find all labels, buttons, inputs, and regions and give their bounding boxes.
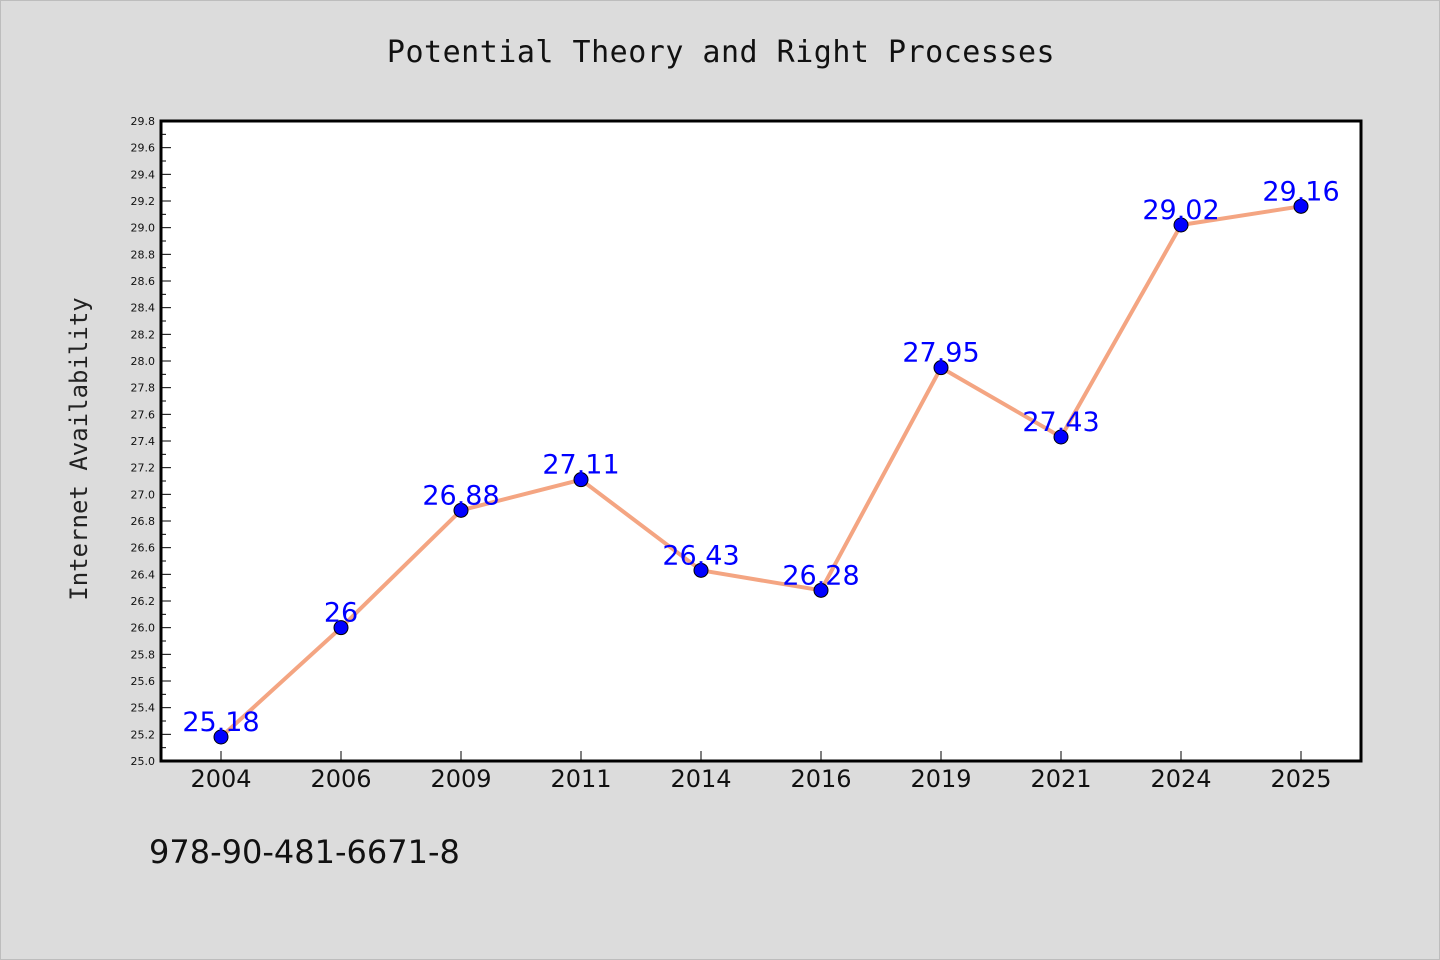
data-label: 27.11 [542, 450, 619, 481]
data-point [813, 582, 829, 598]
y-tick-label: 29.6 [131, 142, 156, 155]
x-tick-label: 2009 [430, 765, 491, 793]
x-tick-label: 2019 [910, 765, 971, 793]
data-label: 25.18 [182, 707, 259, 738]
data-point [933, 360, 949, 376]
y-tick-label: 27.8 [131, 382, 156, 395]
y-tick-label: 29.4 [131, 168, 156, 181]
y-tick-label: 28.8 [131, 248, 156, 261]
y-tick-label: 25.2 [131, 728, 156, 741]
y-tick-label: 25.8 [131, 648, 156, 661]
data-label: 26.28 [782, 560, 859, 591]
data-label: 26 [324, 598, 358, 629]
x-tick-label: 2004 [190, 765, 251, 793]
y-tick-label: 26.8 [131, 515, 156, 528]
y-tick-label: 28.2 [131, 328, 156, 341]
x-tick-label: 2024 [1150, 765, 1211, 793]
data-label: 29.02 [1142, 195, 1219, 226]
y-axis-label: Internet Availability [65, 297, 93, 600]
chart-title: Potential Theory and Right Processes [386, 35, 1056, 70]
y-tick-label: 29.8 [131, 115, 156, 128]
y-tick-label: 29.0 [131, 222, 156, 235]
data-label: 27.43 [1022, 407, 1099, 438]
y-tick-label: 28.4 [131, 302, 156, 315]
isbn-text: 978-90-481-6671-8 [149, 833, 460, 871]
y-tick-label: 27.6 [131, 408, 156, 421]
data-point [213, 729, 229, 745]
series-line [219, 204, 1302, 739]
x-tick-label: 2011 [550, 765, 611, 793]
data-label: 26.88 [422, 480, 499, 511]
x-tick-label: 2006 [310, 765, 371, 793]
data-label: 29.16 [1262, 176, 1339, 207]
y-tick-label: 25.4 [131, 702, 156, 715]
y-tick-label: 26.2 [131, 595, 156, 608]
data-point [573, 472, 589, 488]
y-tick-label: 28.0 [131, 355, 156, 368]
data-point [1053, 429, 1069, 445]
y-tick-label: 29.2 [131, 195, 156, 208]
data-point [453, 502, 469, 518]
plot-area [159, 119, 1363, 763]
y-tick-label: 27.4 [131, 435, 156, 448]
y-tick-label: 26.0 [131, 622, 156, 635]
x-tick-label: 2025 [1270, 765, 1331, 793]
y-tick-label: 25.6 [131, 675, 156, 688]
y-tick-label: 25.0 [131, 755, 156, 768]
y-tick-label: 27.0 [131, 488, 156, 501]
data-point [1293, 198, 1309, 214]
y-tick-label: 26.4 [131, 568, 156, 581]
data-label: 27.95 [902, 338, 979, 369]
x-tick-label: 2016 [790, 765, 851, 793]
x-tick-label: 2021 [1030, 765, 1091, 793]
x-tick-label: 2014 [670, 765, 731, 793]
y-tick-label: 26.6 [131, 542, 156, 555]
data-point [693, 562, 709, 578]
y-tick-label: 27.2 [131, 462, 156, 475]
data-label: 26.43 [662, 540, 739, 571]
data-point [333, 620, 349, 636]
data-point [1173, 217, 1189, 233]
y-tick-label: 28.6 [131, 275, 156, 288]
